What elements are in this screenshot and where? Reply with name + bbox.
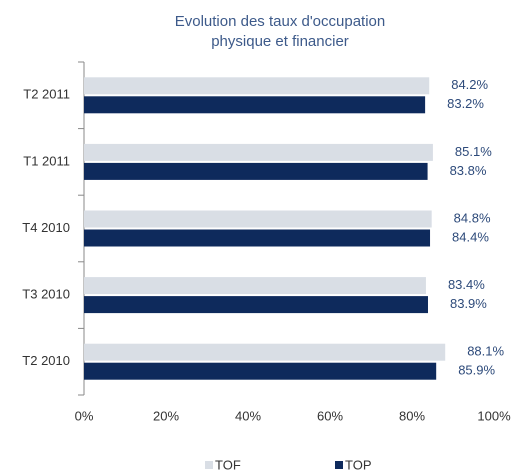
bar [84, 362, 437, 380]
value-label: 83.9% [450, 296, 487, 311]
legend-label: TOP [345, 457, 372, 472]
value-label: 88.1% [467, 344, 504, 359]
y-tick-label: T2 2011 [23, 87, 70, 102]
x-tick-label: 40% [235, 408, 261, 423]
x-tick-label: 0% [75, 408, 94, 423]
value-label: 84.8% [454, 210, 491, 225]
bar [84, 277, 426, 295]
y-tick-label: T4 2010 [22, 220, 70, 235]
y-tick-label: T1 2011 [23, 153, 70, 168]
legend-label: TOF [215, 457, 241, 472]
bar [84, 210, 432, 228]
value-label: 84.4% [452, 229, 489, 244]
bar [84, 229, 431, 247]
y-tick-label: T3 2010 [22, 287, 70, 302]
chart-title: physique et financier [211, 33, 349, 50]
x-tick-label: 60% [317, 408, 343, 423]
value-label: 83.2% [447, 96, 484, 111]
x-tick-label: 20% [153, 408, 179, 423]
bar [84, 96, 426, 114]
legend-swatch [205, 461, 213, 469]
value-label: 83.8% [450, 163, 487, 178]
value-label: 84.2% [451, 77, 488, 92]
value-label: 83.4% [448, 277, 485, 292]
value-label: 85.9% [458, 363, 495, 378]
bar [84, 296, 428, 314]
bar [84, 77, 430, 95]
y-tick-label: T2 2010 [22, 353, 70, 368]
value-label: 85.1% [455, 144, 492, 159]
chart-title: Evolution des taux d'occupation [175, 13, 386, 30]
bar [84, 343, 446, 361]
bar [84, 143, 433, 161]
x-tick-label: 80% [399, 408, 425, 423]
bar [84, 162, 428, 180]
x-tick-label: 100% [477, 408, 511, 423]
legend-swatch [335, 461, 343, 469]
